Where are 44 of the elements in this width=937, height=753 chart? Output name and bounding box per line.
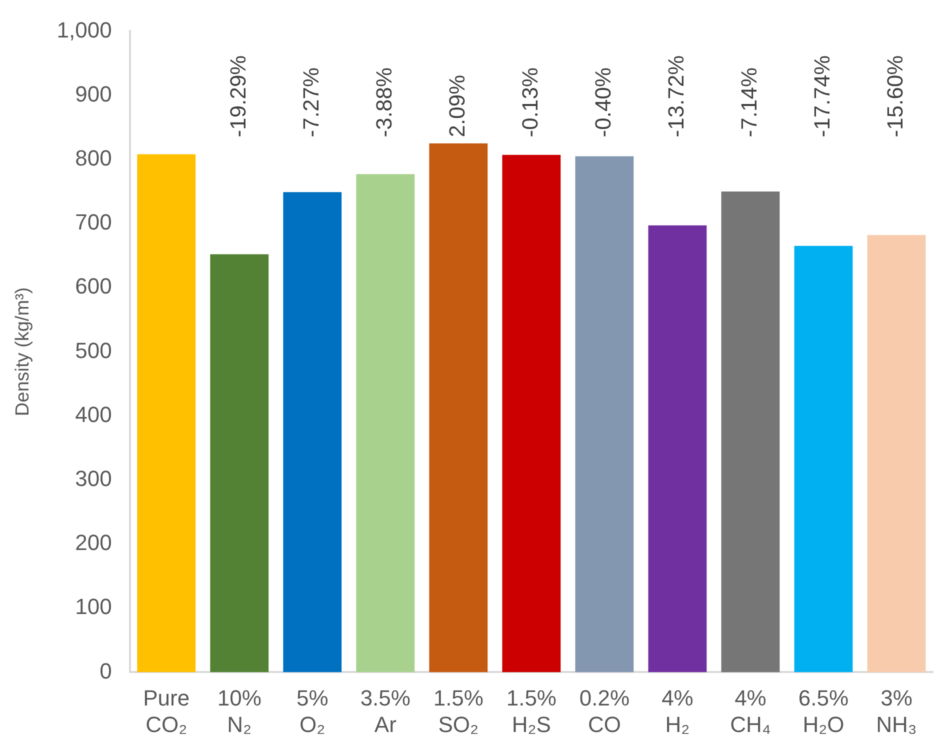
x-tick-label: 5% O₂ — [296, 685, 328, 737]
bar — [867, 235, 926, 672]
bar — [648, 225, 707, 672]
x-tick-label: 4% H₂ — [662, 685, 694, 737]
bar — [356, 174, 415, 672]
annotation: -15.60% — [882, 55, 908, 138]
y-tick-label: 200 — [75, 530, 112, 556]
annotation: -7.27% — [298, 67, 324, 138]
x-tick-label: 0.2% CO — [579, 685, 630, 737]
bar — [429, 143, 488, 672]
x-tick-label: 4% CH₄ — [730, 685, 771, 737]
x-tick-label: 3.5% Ar — [360, 685, 410, 737]
annotation: 2.09% — [444, 74, 470, 138]
y-tick-label: 600 — [75, 274, 112, 299]
x-tick-label: 1.5% H₂S — [506, 685, 557, 737]
bar — [137, 154, 196, 672]
bar — [794, 246, 853, 672]
y-tick-label: 400 — [75, 402, 112, 427]
y-tick-label: 700 — [75, 210, 112, 235]
annotation: -3.88% — [371, 67, 396, 138]
bar — [283, 192, 342, 672]
annotation: -0.13% — [517, 67, 542, 138]
bar — [575, 156, 634, 672]
y-axis-title: Density (kg/m³) — [12, 287, 34, 416]
x-tick-label: 1.5% SO₂ — [433, 685, 484, 737]
y-tick-label: 100 — [75, 594, 112, 620]
annotation: -13.72% — [664, 55, 689, 138]
y-tick-label: 800 — [75, 145, 112, 170]
bar — [502, 154, 561, 672]
x-tick-label: Pure CO₂ — [143, 685, 190, 737]
y-tick-label: 0 — [100, 658, 112, 684]
annotation: -0.40% — [590, 67, 616, 138]
bar — [210, 254, 269, 672]
y-tick-label: 900 — [75, 81, 112, 106]
annotation: -19.29% — [225, 55, 250, 138]
y-tick-label: 300 — [75, 466, 112, 491]
x-tick-label: 3% NH₃ — [876, 685, 917, 737]
x-tick-label: 6.5% H₂O — [798, 685, 849, 737]
y-tick-label: 1,000 — [56, 17, 112, 42]
x-tick-label: 10% N₂ — [217, 685, 262, 737]
y-tick-label: 500 — [75, 338, 112, 363]
annotation: -17.74% — [810, 55, 835, 138]
bar — [721, 191, 780, 672]
annotation: -7.14% — [736, 67, 762, 138]
